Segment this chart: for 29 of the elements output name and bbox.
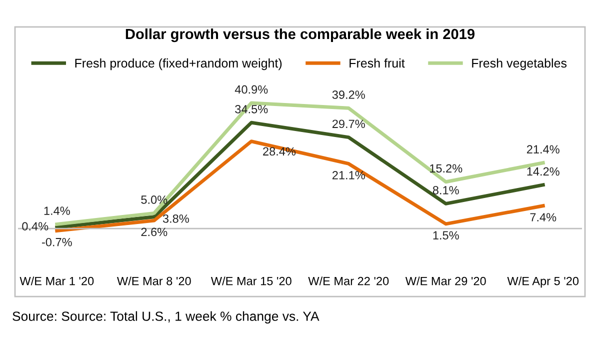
data-label: 15.2% bbox=[430, 164, 462, 173]
data-label: 14.2% bbox=[527, 167, 560, 176]
data-label: 0.4% bbox=[22, 222, 48, 230]
legend-label: Fresh vegetables bbox=[472, 58, 567, 70]
x-tick-label: W/E Mar 29 '20 bbox=[405, 276, 486, 286]
data-label: 39.2% bbox=[332, 90, 365, 99]
legend-label: Fresh produce (fixed+random weight) bbox=[75, 58, 282, 70]
data-label: 5.0% bbox=[141, 196, 168, 204]
data-label: -0.7% bbox=[42, 238, 72, 246]
data-label: 2.6% bbox=[141, 228, 168, 236]
source-note: Source: Source: Total U.S., 1 week % change vs. YA bbox=[12, 311, 320, 324]
data-label: 28.4% bbox=[263, 147, 296, 156]
data-label: 21.1% bbox=[332, 171, 365, 180]
data-label: 34.5% bbox=[235, 104, 268, 114]
data-label: 8.1% bbox=[432, 186, 459, 194]
data-label: 1.4% bbox=[44, 206, 70, 215]
data-label: 21.4% bbox=[526, 145, 560, 154]
x-tick-label: W/E Mar 8 '20 bbox=[116, 276, 191, 286]
legend-label: Fresh fruit bbox=[350, 58, 405, 68]
x-tick-label: W/E Mar 15 '20 bbox=[210, 276, 292, 286]
x-tick-label: W/E Mar 22 '20 bbox=[308, 276, 389, 286]
data-label: 7.4% bbox=[530, 213, 556, 222]
data-label: 29.7% bbox=[332, 120, 365, 128]
data-label: 40.9% bbox=[234, 85, 268, 94]
x-tick-label: W/E Apr 5 '20 bbox=[507, 276, 579, 288]
data-label: 3.8% bbox=[162, 214, 189, 223]
chart-title: Dollar growth versus the comparable week in 2019 bbox=[126, 28, 475, 42]
x-tick-label: W/E Mar 1 '20 bbox=[20, 276, 94, 286]
data-label: 1.5% bbox=[433, 231, 459, 240]
